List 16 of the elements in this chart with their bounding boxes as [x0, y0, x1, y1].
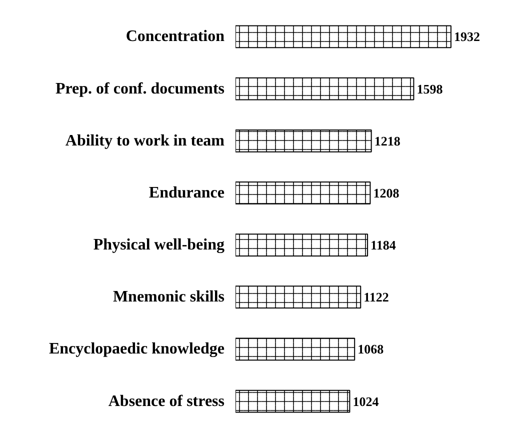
data-label: 1208	[373, 185, 400, 200]
data-label: 1184	[370, 238, 396, 253]
data-label: 1218	[374, 133, 401, 148]
y-tick-label: Absence of stress	[108, 392, 225, 410]
y-tick-label: Ability to work in team	[65, 132, 226, 150]
data-label: 1598	[416, 81, 444, 96]
y-tick-label: Mnemonic skills	[112, 288, 224, 306]
data-label: 1932	[454, 29, 480, 44]
y-tick-label: Encyclopaedic knowledge	[48, 340, 224, 358]
y-tick-label: Prep. of conf. documents	[55, 80, 225, 98]
data-label: 1122	[364, 290, 389, 305]
y-tick-label: Physical well-being	[93, 236, 224, 254]
data-label: 1024	[352, 394, 380, 409]
y-tick-label: Endurance	[148, 184, 225, 202]
y-tick-label: Concentration	[126, 28, 225, 46]
data-label: 1068	[358, 342, 384, 357]
